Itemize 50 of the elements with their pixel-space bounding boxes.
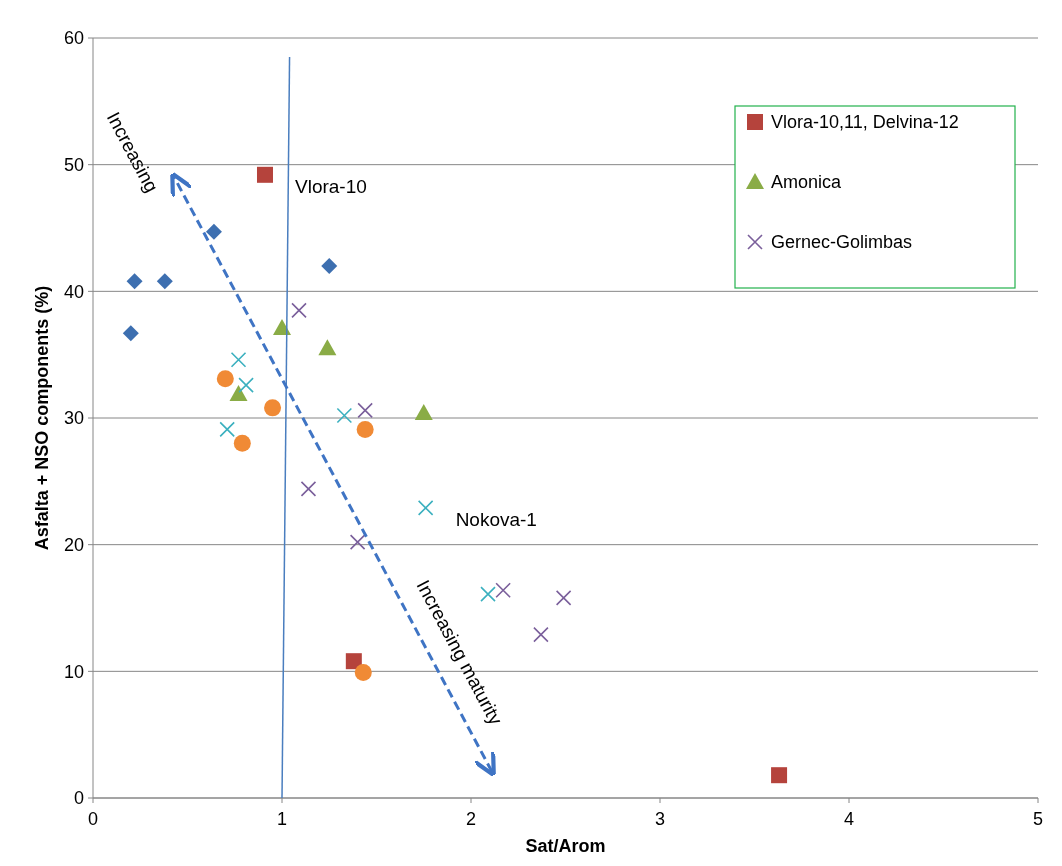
point	[122, 325, 139, 342]
point	[156, 273, 173, 290]
point	[216, 370, 234, 388]
point	[256, 166, 273, 183]
y-tick-label: 30	[63, 408, 84, 429]
x-tick-label: 1	[276, 809, 288, 829]
point	[771, 767, 788, 784]
x-tick-label: 4	[843, 809, 855, 829]
point	[205, 223, 222, 240]
point	[238, 377, 254, 393]
y-tick-label: 0	[73, 788, 84, 809]
point	[336, 407, 353, 424]
point	[219, 421, 235, 438]
point	[318, 339, 337, 356]
x-tick-label: 2	[465, 809, 477, 829]
point	[345, 653, 362, 670]
y-tick-label: 50	[63, 154, 84, 175]
point	[354, 664, 372, 682]
point	[349, 534, 366, 550]
x-axis-title: Sat/Arom	[525, 836, 606, 856]
point	[555, 590, 572, 606]
point	[300, 481, 317, 497]
point	[321, 258, 338, 274]
point	[495, 582, 511, 599]
x-tick-label: 0	[87, 809, 99, 829]
y-tick-label: 40	[63, 281, 84, 302]
point	[126, 273, 143, 290]
point	[264, 399, 282, 417]
legend-label: Gernec-Golimbas	[771, 232, 913, 253]
x-tick-label: 5	[1032, 809, 1044, 829]
point	[480, 586, 496, 602]
annotation: Nokova-1	[455, 508, 537, 530]
point	[357, 402, 373, 419]
point	[417, 500, 434, 516]
point	[230, 351, 247, 368]
y-tick-label: 20	[63, 534, 84, 555]
legend-label: Vlora-10,11, Delvina-12	[771, 112, 959, 133]
point	[533, 626, 549, 643]
point	[273, 319, 291, 336]
y-axis-title: Asfalta + NSO components (%)	[32, 285, 52, 551]
y-tick-label: 60	[63, 28, 84, 49]
y-tick-label: 10	[63, 661, 84, 682]
legend-label: Amonica	[771, 172, 843, 193]
x-tick-label: 3	[654, 809, 666, 829]
point	[356, 420, 374, 438]
annotation: Vlora-10	[294, 175, 367, 197]
point	[291, 302, 307, 319]
point	[229, 384, 248, 401]
point	[414, 403, 433, 420]
point	[233, 434, 251, 452]
